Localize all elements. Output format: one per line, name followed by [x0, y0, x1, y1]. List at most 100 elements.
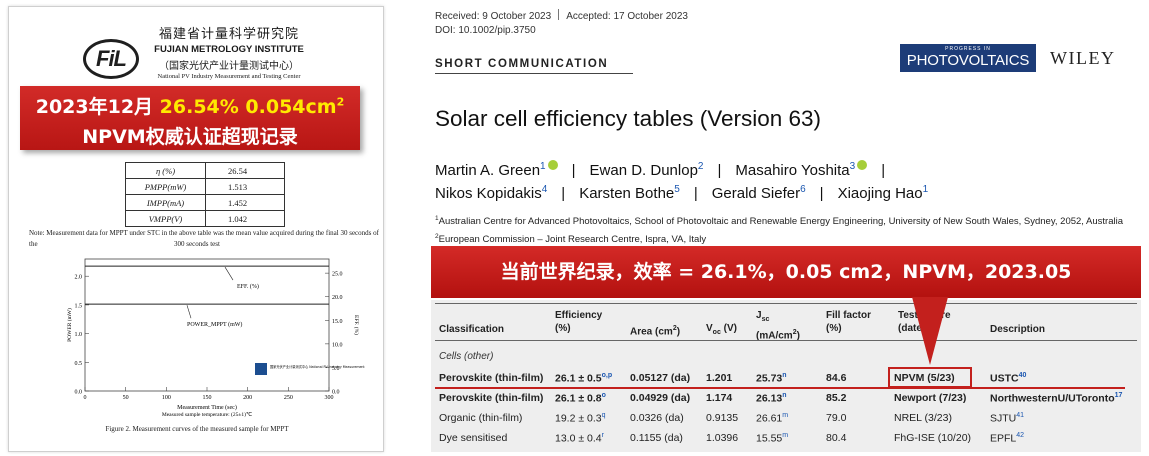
wiley-logo: WILEY — [1050, 48, 1116, 68]
cell-efficiency: 19.2 ± 0.3q — [555, 412, 606, 425]
author-name[interactable]: Karsten Bothe — [579, 185, 675, 202]
header-efficiency: Efficiency (%) — [555, 310, 603, 334]
param-value: 26.54 — [205, 162, 285, 179]
author-name[interactable]: Martin A. Green — [435, 162, 541, 179]
author-affil-sup[interactable]: 4 — [541, 184, 548, 195]
measurement-table: η (%) 26.54 PMPP(mW) 1.513 IMPP(mA) 1.452 VMPP… — [125, 162, 285, 227]
table-rule-mid — [435, 340, 1137, 341]
y-right-tick-label: 20.0 — [332, 295, 343, 301]
cell-desc: NorthwesternU/UToronto17 — [990, 392, 1123, 405]
stamp-logo-icon — [255, 363, 267, 375]
cell-voc: 1.201 — [706, 372, 733, 384]
mppt-chart: 2.01.51.00.50.025.020.015.010.05.00.00 50… — [66, 258, 365, 418]
author-affil-sup[interactable]: 2 — [697, 161, 704, 172]
y-right-tick-label: 5.0 — [332, 366, 340, 372]
measurement-note-cont: 300 seconds test — [174, 240, 220, 248]
cell-efficiency: 26.1 ± 0.8o — [555, 392, 606, 405]
footnote-sup[interactable]: r — [601, 432, 604, 439]
cell-ff: 79.0 — [826, 412, 847, 424]
stamp-text: 国家光伏产业计量测试中心 National PV Industry Measur… — [270, 364, 365, 369]
y-left-tick-label: 1.0 — [75, 332, 83, 338]
received-date: Received: 9 October 2023 — [435, 11, 552, 22]
footnote-sup[interactable]: m — [782, 412, 789, 419]
cell-classification: Dye sensitised — [439, 432, 508, 444]
cell-centre: NREL (3/23) — [894, 412, 952, 424]
footnote-sup[interactable]: 41 — [1016, 412, 1025, 419]
author-separator: | — [693, 185, 698, 202]
record-banner: 2023年12月 26.54% 0.054cm2 NPVM权威认证超现记录 — [20, 86, 360, 150]
orcid-icon[interactable] — [547, 160, 558, 170]
figure-caption: Figure 2. Measurement curves of the meas… — [105, 425, 289, 433]
callout-pointer — [912, 297, 948, 365]
y-right-tick-label: 25.0 — [332, 272, 343, 278]
param-name: VMPP(V) — [125, 210, 206, 227]
footnote-sup[interactable]: q — [601, 412, 606, 419]
author-name[interactable]: Gerald Siefer — [711, 185, 801, 202]
footnote-sup[interactable]: m — [782, 432, 789, 439]
footnote-sup[interactable]: 40 — [1018, 372, 1027, 379]
journal-logo-small: PROGRESS IN — [945, 46, 991, 52]
author-affil-sup[interactable]: 1 — [922, 184, 929, 195]
y-left-tick-label: 2.0 — [75, 275, 83, 281]
footnote-sup[interactable]: o,p — [601, 372, 613, 379]
cell-centre: FhG-ISE (10/20) — [894, 432, 972, 444]
efficiency-table — [431, 300, 1141, 452]
author-name[interactable]: Nikos Kopidakis — [435, 185, 542, 202]
y-left-tick-label: 0.0 — [75, 390, 83, 396]
author-affil-sup[interactable]: 6 — [800, 184, 806, 195]
dates-line: Received: 9 October 2023 Accepted: 17 Oct… — [435, 9, 688, 22]
institute-name-en: FUJIAN METROLOGY INSTITUTE — [154, 44, 304, 55]
highlight-box — [888, 367, 972, 388]
y-left-tick-label: 1.5 — [75, 303, 83, 309]
cell-jsc: 26.61m — [756, 412, 789, 425]
affiliation-1: 1Australian Centre for Advanced Photovol… — [435, 215, 1124, 228]
param-name: PMPP(mW) — [125, 178, 206, 195]
x-tick-label: 250 — [284, 395, 293, 401]
author-name[interactable]: Xiaojing Hao — [837, 185, 923, 202]
param-value: 1.513 — [205, 178, 285, 195]
footnote-sup[interactable]: n — [782, 392, 787, 399]
author-name[interactable]: Ewan D. Dunlop — [589, 162, 698, 179]
cell-centre: NPVM (5/23) — [894, 372, 955, 384]
banner-date: 2023年12月 — [35, 96, 160, 118]
highlight-underline — [435, 387, 1125, 389]
cell-area: 0.1155 (da) — [630, 432, 683, 444]
y-right-tick-label: 15.0 — [332, 319, 343, 325]
footnote-sup[interactable]: 17 — [1114, 392, 1123, 399]
param-value: 1.452 — [205, 194, 285, 211]
group-label: Cells (other) — [439, 351, 494, 362]
institute-sub-en: National PV Industry Measurement and Tes… — [157, 73, 301, 80]
cell-area: 0.04929 (da) — [630, 392, 691, 404]
orcid-icon[interactable] — [857, 160, 868, 170]
author-separator: | — [717, 162, 722, 179]
footnote-sup[interactable]: o — [601, 392, 606, 399]
cell-area: 0.0326 (da) — [630, 412, 684, 424]
author-affil-sup[interactable]: 1 — [540, 161, 546, 172]
author-affil-sup[interactable]: 3 — [849, 161, 856, 172]
journal-logo: PROGRESS IN PHOTOVOLTAICS — [900, 44, 1036, 72]
header-voc: Voc (V) — [706, 323, 737, 336]
header-area: Area (cm2) — [630, 325, 681, 338]
banner-efficiency: 26.54% 0.054cm — [159, 96, 337, 118]
x-tick-label: 200 — [243, 395, 252, 401]
accepted-date: Accepted: 17 October 2023 — [566, 11, 688, 22]
cell-jsc: 15.55m — [756, 432, 789, 445]
footnote-sup[interactable]: 42 — [1016, 432, 1025, 439]
param-row: IMPP(mA) 1.452 — [125, 194, 285, 211]
author-name[interactable]: Masahiro Yoshita — [735, 162, 850, 179]
world-record-banner: 当前世界纪录，效率 = 26.1%，0.05 cm2，NPVM，2023.05 — [431, 246, 1141, 298]
cell-ff: 85.2 — [826, 392, 847, 404]
doi-link[interactable]: DOI: 10.1002/pip.3750 — [435, 25, 536, 36]
institute-header: 福建省计量科学研究院 FUJIAN METROLOGY INSTITUTE （国… — [139, 23, 319, 80]
cell-jsc: 25.73n — [756, 372, 787, 385]
cell-classification: Perovskite (thin-film) — [439, 392, 544, 404]
cell-efficiency: 13.0 ± 0.4r — [555, 432, 604, 445]
fil-logo-icon: FiL — [83, 39, 139, 79]
footnote-sup[interactable]: n — [782, 372, 787, 379]
cell-desc: USTC40 — [990, 372, 1027, 385]
header-jsc: Jsc (mA/cm2) — [756, 310, 800, 342]
power-series-label: POWER_MPPT (mW) — [187, 321, 242, 328]
banner-subtitle: NPVM权威认证超现记录 — [82, 126, 298, 148]
param-name: η (%) — [125, 162, 206, 179]
author-affil-sup[interactable]: 5 — [674, 184, 680, 195]
